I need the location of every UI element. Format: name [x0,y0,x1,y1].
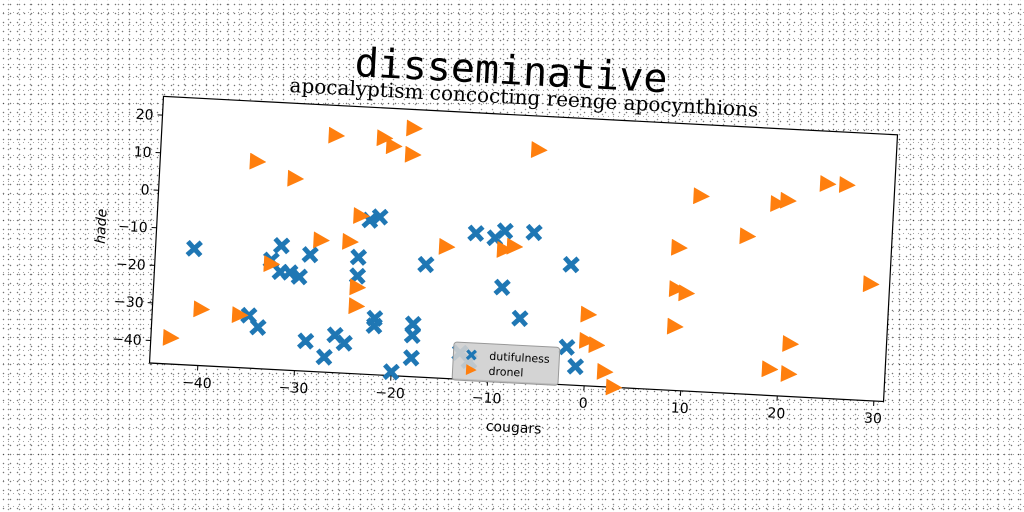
dutifulness-point [185,240,203,258]
dronel-point [385,137,403,155]
dronel-point [313,231,330,249]
x-tick-label: 0 [578,396,588,412]
dronel-point [249,152,267,170]
dronel-point [739,227,757,245]
y-tick-label: 10 [133,144,152,161]
dronel-point [404,145,422,163]
dronel-point [496,241,514,258]
dronel-point [761,360,779,378]
dronel-point [666,317,684,335]
dutifulness-point [403,326,422,344]
dronel-point [578,332,596,349]
dronel-point [162,329,180,346]
y-axis-label: hade [93,208,111,244]
legend-label: dutifulness [489,350,550,366]
x-axis: −40 −30 −20 −10 0 10 20 30 [182,365,883,427]
dronel-point [376,129,394,146]
dronel-point [193,300,210,318]
legend-marker [465,364,477,375]
dronel-point [530,141,548,158]
dutifulness-point [297,332,315,350]
dronel-point [580,305,597,323]
dronel-point [668,280,686,297]
dronel-point [506,237,524,255]
data-points [162,119,880,396]
y-tick-label: −20 [116,256,146,274]
dronel-point [263,255,281,272]
dutifulness-point [290,268,308,286]
dutifulness-point [273,237,291,255]
y-tick-label: 20 [135,107,154,124]
dutifulness-point [562,256,580,274]
x-axis-label: cougars [485,419,541,438]
y-tick-label: −40 [112,331,142,349]
dutifulness-point [315,348,333,366]
dronel-point [596,363,614,380]
y-tick-label: −30 [114,294,144,312]
legend-box [451,341,561,386]
dutifulness-point [365,317,383,335]
dutifulness-point [382,363,400,381]
dronel-point [862,275,880,292]
dronel-point [348,297,365,314]
legend-label: dronel [488,365,523,380]
dutifulness-point [511,309,529,327]
x-tick-label: 10 [670,400,689,417]
dronel-point [353,207,370,224]
dronel-point [838,176,856,193]
x-tick-label: −20 [375,385,405,403]
dutifulness-point [525,223,543,242]
dutifulness-point [467,224,485,242]
dutifulness-point [301,246,319,264]
dronel-point [780,365,798,382]
dutifulness-point [371,208,389,226]
y-tick-label: 0 [140,182,150,198]
dronel-point [782,335,799,352]
dutifulness-point [417,255,435,274]
x-tick-label: 30 [864,410,883,427]
dronel-point [678,284,695,302]
x-tick-label: −40 [182,375,212,393]
dutifulness-point [335,334,353,352]
dronel-point [671,238,688,256]
dronel-point [770,195,787,212]
dronel-point [693,187,710,204]
x-tick-label: 20 [767,405,786,422]
y-axis: −40 −30 −20 −10 0 10 20 [112,107,163,349]
dutifulness-point [249,318,267,336]
dronel-point [588,336,606,353]
dutifulness-point [496,222,514,240]
dronel-point [605,378,623,396]
x-tick-label: −30 [278,380,308,398]
dutifulness-point [402,349,420,367]
y-tick-label: −10 [118,219,148,237]
dronel-point [349,278,366,296]
dronel-point [819,175,837,192]
dronel-point [406,119,423,137]
dutifulness-point [493,278,511,296]
dronel-point [780,191,797,209]
legend-marker [465,349,477,361]
x-tick-label: −10 [471,390,501,408]
dronel-point [231,306,249,323]
dutifulness-point [349,248,367,266]
dutifulness-point [566,357,585,376]
dronel-point [342,233,359,250]
dronel-point [438,238,456,255]
dronel-point [287,169,304,187]
dronel-point [328,126,345,144]
dutifulness-point [348,267,367,285]
